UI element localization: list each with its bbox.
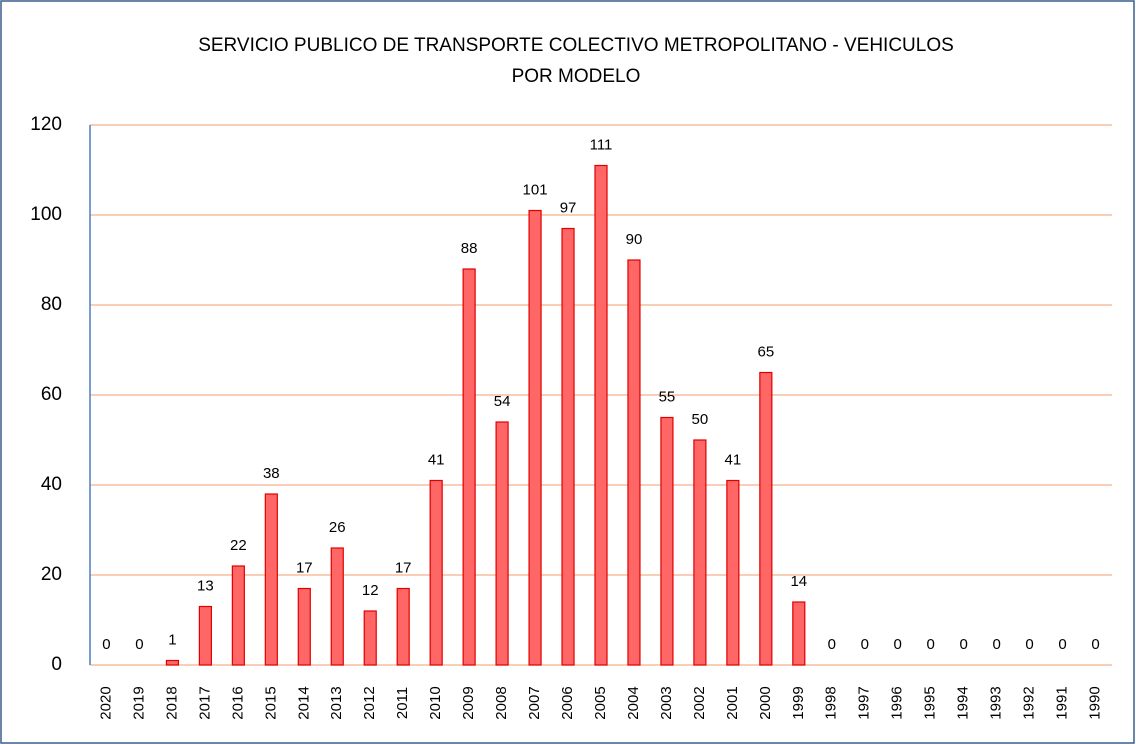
x-tick-label: 2011 — [394, 687, 411, 719]
value-label: 38 — [263, 465, 280, 482]
value-label: 41 — [428, 451, 445, 468]
y-tick-label: 60 — [41, 384, 62, 405]
x-tick-label: 1990 — [1086, 686, 1103, 719]
bar — [363, 610, 377, 666]
value-label: 0 — [959, 636, 967, 653]
value-label: 17 — [296, 559, 313, 576]
bar — [297, 587, 311, 666]
x-tick-label: 2020 — [97, 686, 114, 719]
value-label: 0 — [828, 636, 836, 653]
value-label: 0 — [861, 636, 869, 653]
bar — [792, 601, 806, 666]
value-label: 88 — [461, 240, 478, 257]
bar — [165, 659, 180, 666]
bar — [495, 421, 509, 666]
value-label: 101 — [523, 181, 548, 198]
x-tick-label: 2003 — [658, 686, 675, 719]
bar — [264, 493, 278, 666]
bar — [627, 259, 641, 666]
x-tick-label: 2000 — [757, 686, 774, 719]
value-label: 0 — [992, 636, 1000, 653]
bar — [660, 416, 674, 666]
bar — [759, 371, 773, 666]
chart-title: POR MODELO — [512, 66, 641, 87]
y-tick-label: 80 — [41, 294, 62, 315]
bar — [396, 587, 410, 666]
x-tick-label: 2007 — [526, 686, 543, 719]
x-tick-label: 2006 — [559, 686, 576, 719]
value-label: 55 — [659, 388, 676, 405]
x-tick-label: 2010 — [427, 686, 444, 719]
value-label: 13 — [197, 577, 214, 594]
bar — [231, 565, 245, 666]
value-label: 14 — [790, 573, 807, 590]
x-tick-label: 2009 — [460, 686, 477, 719]
x-tick-label: 1995 — [922, 686, 939, 719]
value-label: 54 — [494, 393, 511, 410]
value-label: 97 — [560, 199, 577, 216]
bar — [561, 227, 575, 666]
value-label: 41 — [725, 451, 742, 468]
x-tick-label: 2018 — [163, 686, 180, 719]
chart-title: SERVICIO PUBLICO DE TRANSPORTE COLECTIVO… — [198, 35, 954, 56]
value-label: 65 — [757, 343, 774, 360]
x-tick-label: 2008 — [493, 686, 510, 719]
bar — [726, 479, 740, 666]
bar — [594, 164, 608, 666]
x-tick-label: 1999 — [790, 686, 807, 719]
value-label: 111 — [590, 136, 613, 153]
value-label: 0 — [894, 636, 902, 653]
value-label: 26 — [329, 519, 346, 536]
value-label: 0 — [1058, 636, 1066, 653]
bar — [528, 209, 542, 666]
x-tick-label: 1996 — [889, 686, 906, 719]
value-label: 0 — [102, 636, 110, 653]
value-label: 22 — [230, 537, 247, 554]
value-label: 0 — [927, 636, 935, 653]
value-label: 0 — [1091, 636, 1099, 653]
bar — [198, 605, 212, 666]
value-label: 0 — [135, 636, 143, 653]
x-tick-label: 2017 — [196, 686, 213, 719]
x-tick-label: 2015 — [262, 686, 279, 719]
x-tick-label: 2014 — [295, 686, 312, 719]
x-tick-label: 1993 — [988, 686, 1005, 719]
x-tick-label: 1994 — [955, 686, 972, 719]
bar — [330, 547, 344, 666]
y-tick-label: 0 — [51, 654, 62, 675]
value-label: 17 — [395, 559, 412, 576]
x-tick-label: 2004 — [625, 686, 642, 719]
value-label: 90 — [626, 231, 643, 248]
x-tick-label: 1998 — [823, 686, 840, 719]
x-tick-label: 2016 — [229, 686, 246, 719]
bar — [693, 439, 707, 666]
value-label: 0 — [1025, 636, 1033, 653]
x-tick-label: 1992 — [1021, 686, 1038, 719]
value-label: 12 — [362, 582, 379, 599]
value-label: 1 — [168, 631, 176, 648]
y-tick-label: 20 — [41, 564, 62, 585]
bar — [429, 479, 443, 666]
x-tick-label: 2019 — [130, 686, 147, 719]
y-tick-label: 120 — [30, 114, 62, 135]
bar — [462, 268, 476, 666]
x-tick-label: 2013 — [328, 686, 345, 719]
x-tick-label: 2002 — [691, 686, 708, 719]
x-tick-label: 2012 — [361, 686, 378, 719]
x-tick-label: 2001 — [724, 686, 741, 719]
value-label: 50 — [692, 411, 709, 428]
y-tick-label: 100 — [30, 204, 62, 225]
x-tick-label: 1997 — [856, 686, 873, 719]
x-tick-label: 2005 — [592, 686, 609, 719]
x-tick-label: 1991 — [1054, 686, 1071, 719]
y-tick-label: 40 — [41, 474, 62, 495]
